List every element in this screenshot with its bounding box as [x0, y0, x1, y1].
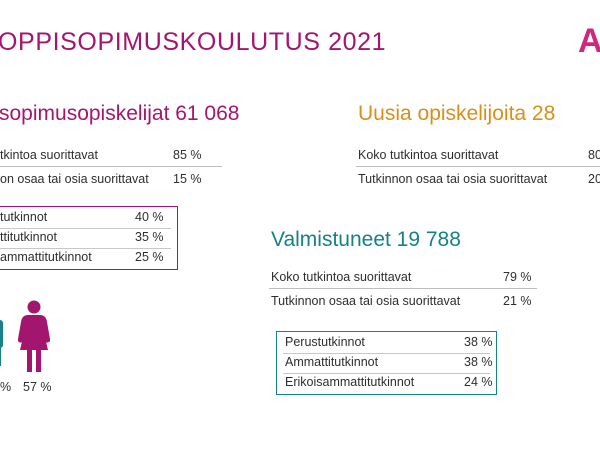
- degree-label: Erikoisammattitutkinnot: [285, 375, 415, 389]
- students-degree-box: tutkinnot 40 % ttitutkinnot 35 % ammatti…: [0, 206, 178, 270]
- new-students-row-value: 80: [588, 148, 600, 162]
- divider: [269, 288, 537, 289]
- degree-label: tutkinnot: [0, 210, 48, 224]
- logo: A: [578, 22, 600, 60]
- list-item: Perustutkinnot 38 %: [277, 335, 496, 353]
- graduates-degree-box: Perustutkinnot 38 % Ammattitutkinnot 38 …: [276, 331, 497, 395]
- man-icon: [0, 306, 6, 373]
- students-row-label: on osaa tai osia suorittavat: [0, 172, 149, 186]
- new-students-heading: Uusia opiskelijoita 28: [358, 102, 556, 125]
- degree-value: 35 %: [135, 230, 164, 244]
- degree-value: 38 %: [464, 355, 493, 369]
- graduates-heading: Valmistuneet 19 788: [271, 228, 461, 251]
- divider: [283, 353, 490, 354]
- list-item: ammattitutkinnot 25 %: [0, 250, 177, 268]
- man-value-fragment: %: [0, 380, 12, 394]
- graduates-row-label: Tutkinnon osaa tai osia suorittavat: [271, 294, 461, 308]
- students-row-label: tkintoa suorittavat: [0, 148, 98, 162]
- degree-label: Ammattitutkinnot: [285, 355, 379, 369]
- divider: [0, 166, 222, 167]
- graduates-row-label: Koko tutkintoa suorittavat: [271, 270, 412, 284]
- woman-value: 57 %: [23, 380, 52, 394]
- graduates-row-value: 79 %: [503, 270, 532, 284]
- students-row-value: 85 %: [173, 148, 202, 162]
- degree-label: ttitutkinnot: [0, 230, 57, 244]
- degree-value: 25 %: [135, 250, 164, 264]
- list-item: Erikoisammattitutkinnot 24 %: [277, 375, 496, 393]
- new-students-row-label: Koko tutkintoa suorittavat: [358, 148, 499, 162]
- list-item: Ammattitutkinnot 38 %: [277, 355, 496, 373]
- graduates-row-value: 21 %: [503, 294, 532, 308]
- divider: [0, 228, 171, 229]
- divider: [356, 166, 600, 167]
- divider: [283, 373, 490, 374]
- divider: [0, 248, 171, 249]
- woman-icon: [16, 300, 52, 379]
- new-students-row-label: Tutkinnon osaa tai osia suorittavat: [358, 172, 548, 186]
- new-students-row-value: 20: [588, 172, 600, 186]
- list-item: ttitutkinnot 35 %: [0, 230, 177, 248]
- list-item: tutkinnot 40 %: [0, 210, 177, 228]
- degree-value: 38 %: [464, 335, 493, 349]
- students-row-value: 15 %: [173, 172, 202, 186]
- degree-label: ammattitutkinnot: [0, 250, 92, 264]
- degree-label: Perustutkinnot: [285, 335, 365, 349]
- degree-value: 24 %: [464, 375, 493, 389]
- page-title: OPPISOPIMUSKOULUTUS 2021: [0, 28, 387, 56]
- degree-value: 40 %: [135, 210, 164, 224]
- students-heading: sopimusopiskelijat 61 068: [0, 102, 240, 125]
